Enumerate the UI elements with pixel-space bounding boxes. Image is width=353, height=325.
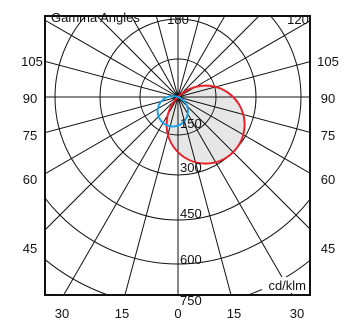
grid-spoke-285 [177, 16, 201, 98]
left-label-105: 105 [21, 54, 43, 69]
grid-spoke-330 [177, 20, 310, 98]
ring-label-150: 150 [180, 116, 202, 131]
bottom-label-30-left: 30 [55, 306, 69, 321]
distribution-curve-blue [156, 95, 190, 128]
right-label-90: 90 [321, 91, 335, 106]
top-label-120: 120 [287, 12, 309, 27]
left-label-45: 45 [23, 241, 37, 256]
grid-spoke-315 [177, 16, 260, 98]
grid-spoke-15 [177, 96, 310, 133]
top-label-180: 180 [167, 12, 189, 27]
right-label-60: 60 [321, 172, 335, 187]
plot-frame [44, 15, 311, 296]
left-label-75: 75 [23, 128, 37, 143]
unit-label-bg [262, 277, 308, 293]
ring-label-600: 600 [180, 252, 202, 267]
grid-spoke-120 [63, 96, 179, 295]
left-label-60: 60 [23, 172, 37, 187]
grid-spoke-255 [155, 16, 179, 98]
ring-label-450: 450 [180, 206, 202, 221]
ring-labels: 150 300 450 600 750 [180, 116, 202, 308]
grid-spoke-135 [45, 96, 179, 231]
left-label-90: 90 [23, 91, 37, 106]
grid-spoke-60 [177, 96, 293, 295]
chart-title: Gamma Angles [51, 10, 140, 25]
bottom-label-0: 0 [174, 306, 181, 321]
bottom-label-15-left: 15 [115, 306, 129, 321]
grid-spoke-30 [177, 96, 310, 174]
bottom-label-30-right: 30 [290, 306, 304, 321]
light-distribution-curves [156, 84, 246, 165]
grid-ring-750 [45, 258, 310, 295]
grid-spoke-45 [177, 96, 310, 230]
grid-spoke-195 [45, 60, 179, 98]
grid-spoke-225 [96, 16, 179, 98]
grid-spoke-210 [45, 19, 179, 98]
right-label-75: 75 [321, 128, 335, 143]
unit-label: cd/klm [268, 278, 306, 293]
grid-spoke-105 [124, 96, 179, 295]
grid-spoke-165 [45, 96, 179, 134]
grid-spoke-75 [177, 96, 232, 295]
ring-label-300: 300 [180, 160, 202, 175]
grid-spoke-300 [177, 16, 226, 98]
ring-label-750: 750 [180, 293, 202, 308]
right-label-45: 45 [321, 241, 335, 256]
grid-spoke-150 [45, 96, 179, 175]
right-label-105: 105 [317, 54, 339, 69]
grid-spoke-240 [130, 16, 179, 98]
bottom-label-15-right: 15 [227, 306, 241, 321]
